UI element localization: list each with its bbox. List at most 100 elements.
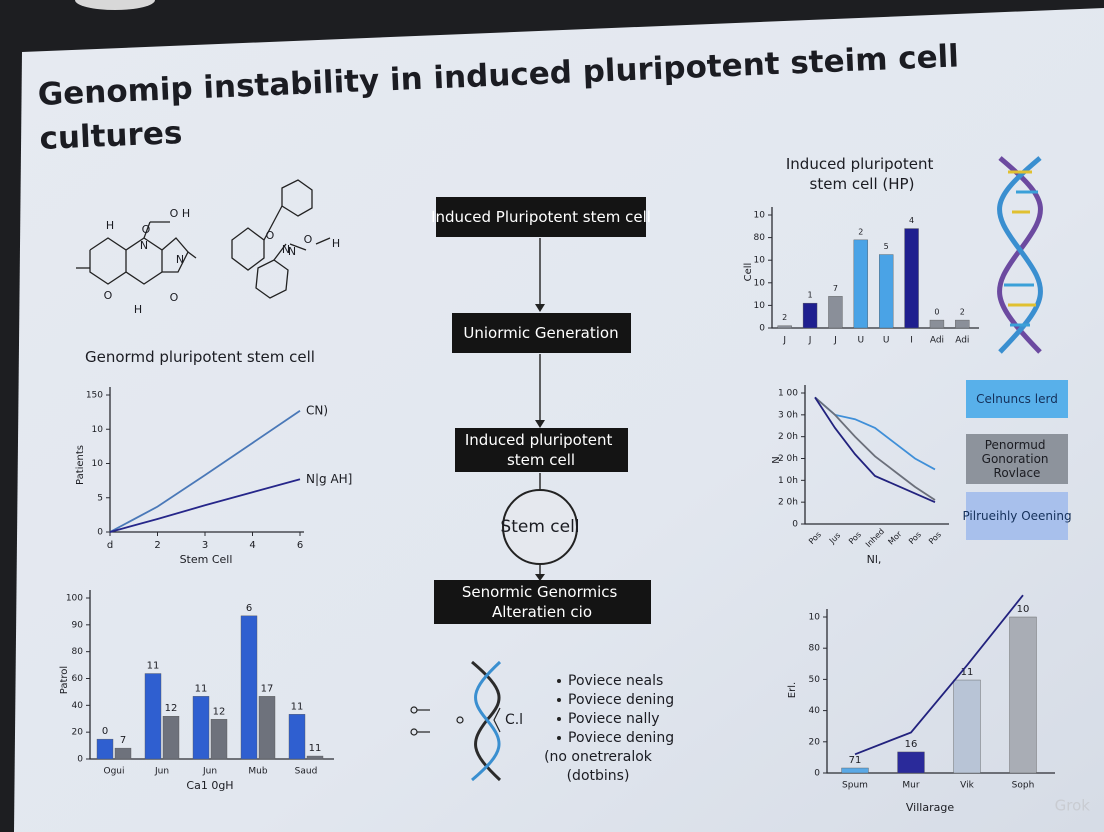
bar-label: 16: [905, 739, 918, 750]
side-box: [966, 434, 1068, 484]
y-tick-label: 2 0h: [778, 454, 798, 464]
flow-label: Induced pluripotent stem cell: [465, 431, 617, 469]
y-tick-label: 3 0h: [778, 410, 798, 420]
y-tick-label: 10: [754, 256, 766, 266]
text-line: Alteratien cio: [492, 603, 592, 621]
atom-label: H: [134, 303, 142, 316]
text-line: Induced Pluripotent stem cell: [431, 208, 651, 226]
text-line: Celnuncs lerd: [976, 392, 1058, 406]
x-tick-label: Jun: [202, 767, 217, 777]
x-tick-label: Mub: [248, 767, 267, 777]
y-tick-label: 0: [792, 520, 798, 530]
y-tick-label: 2 0h: [778, 498, 798, 508]
x-tick-label: Mur: [902, 781, 919, 791]
y-tick-label: 80: [72, 647, 84, 657]
y-axis-label: Patrol: [59, 666, 70, 694]
x-tick-label: Jun: [154, 767, 169, 777]
bar-label: 71: [849, 755, 862, 766]
y-axis-label: Erl.: [787, 682, 798, 698]
y-tick-label: 0: [77, 755, 83, 765]
bar: [828, 296, 843, 329]
bar: [210, 719, 228, 760]
y-axis-label: Cell: [743, 263, 754, 282]
x-tick-label: Vik: [960, 781, 974, 791]
dna-small: [471, 660, 502, 782]
flow-box: [434, 580, 651, 624]
text-line: Gonoration: [982, 452, 1053, 466]
text-line: Induced pluripotent: [465, 431, 617, 449]
atom-label: N: [176, 253, 184, 266]
atom-label: N: [282, 243, 290, 256]
x-axis-label: Ca1 0gH: [186, 779, 233, 792]
bar: [1009, 616, 1037, 774]
bar: [162, 716, 180, 760]
bullet-text: Poviece neals: [568, 673, 663, 689]
bar-label: 2: [858, 227, 863, 236]
y-tick-label: 80: [754, 233, 766, 243]
bar: [96, 738, 114, 760]
bullet-dot: [557, 698, 561, 702]
x-axis-label: Villarage: [906, 801, 954, 814]
atom-label: N: [288, 245, 296, 258]
y-axis-label: Patients: [75, 445, 86, 485]
box-label: Penormud Gonoration Rovlace: [982, 438, 1053, 480]
bar-label: 0: [102, 726, 108, 737]
text-line: Rovlace: [994, 466, 1041, 480]
side-box: [966, 380, 1068, 418]
x-tick-label: J: [833, 336, 837, 346]
bar-label: 1: [808, 291, 813, 300]
watermark: Grok: [1055, 797, 1091, 815]
bullet-text: Poviece nally: [568, 711, 660, 727]
bar: [288, 714, 306, 760]
x-tick-label: Adi: [955, 336, 969, 346]
chart-title: Induced pluripotent stem cell (HP): [786, 155, 938, 193]
bar: [192, 696, 210, 760]
bar-label: 11: [961, 667, 974, 678]
bar: [953, 679, 981, 774]
bar-label: 17: [261, 683, 274, 694]
x-tick-label: Soph: [1012, 781, 1035, 791]
bullet-dot: [557, 717, 561, 721]
text-line: Uniormic Generation: [463, 324, 618, 342]
reflection: [75, 0, 155, 10]
y-tick-label: 2 0h: [778, 432, 798, 442]
y-tick-label: 0: [814, 769, 820, 779]
symbols: [410, 706, 501, 736]
y-tick-label: 10: [92, 425, 104, 435]
x-tick-label: J: [808, 336, 812, 346]
x-tick-label: Ogui: [103, 767, 124, 777]
bar: [114, 747, 132, 760]
bar-label: 6: [246, 603, 252, 614]
side-box: [966, 492, 1068, 540]
y-tick-label: 100: [66, 594, 83, 604]
x-tick-label: d: [107, 540, 113, 551]
chart-title: Genormd pluripotent stem cell: [85, 348, 315, 366]
molecule-left: [76, 221, 197, 285]
y-tick-label: 90: [72, 620, 84, 630]
x-tick-label: Adi: [930, 336, 944, 346]
atom-label: H: [332, 237, 340, 250]
dna-label: C.l: [505, 712, 523, 728]
bar-label: 7: [833, 284, 838, 293]
y-tick-label: 60: [72, 674, 84, 684]
bar-label: 4: [909, 216, 914, 225]
flow-box: [452, 313, 631, 353]
line: [854, 594, 1024, 756]
flow-box: [455, 428, 628, 472]
text-line: stem cell: [507, 451, 575, 469]
bar-label: 2: [782, 313, 787, 322]
line: [814, 396, 936, 503]
box-label: Pilrueihly Oeening: [962, 509, 1071, 523]
flow-label: Stem cell: [500, 517, 579, 537]
bar: [777, 325, 792, 329]
text-line: Penormud: [985, 438, 1050, 452]
bar-label: 12: [213, 706, 226, 717]
y-tick-label: 40: [72, 701, 84, 711]
x-tick-label: J: [782, 336, 786, 346]
text-line: cultures: [39, 115, 183, 157]
bar-label: 10: [1017, 604, 1030, 615]
bar: [240, 615, 258, 760]
dna-helix: [997, 156, 1043, 354]
